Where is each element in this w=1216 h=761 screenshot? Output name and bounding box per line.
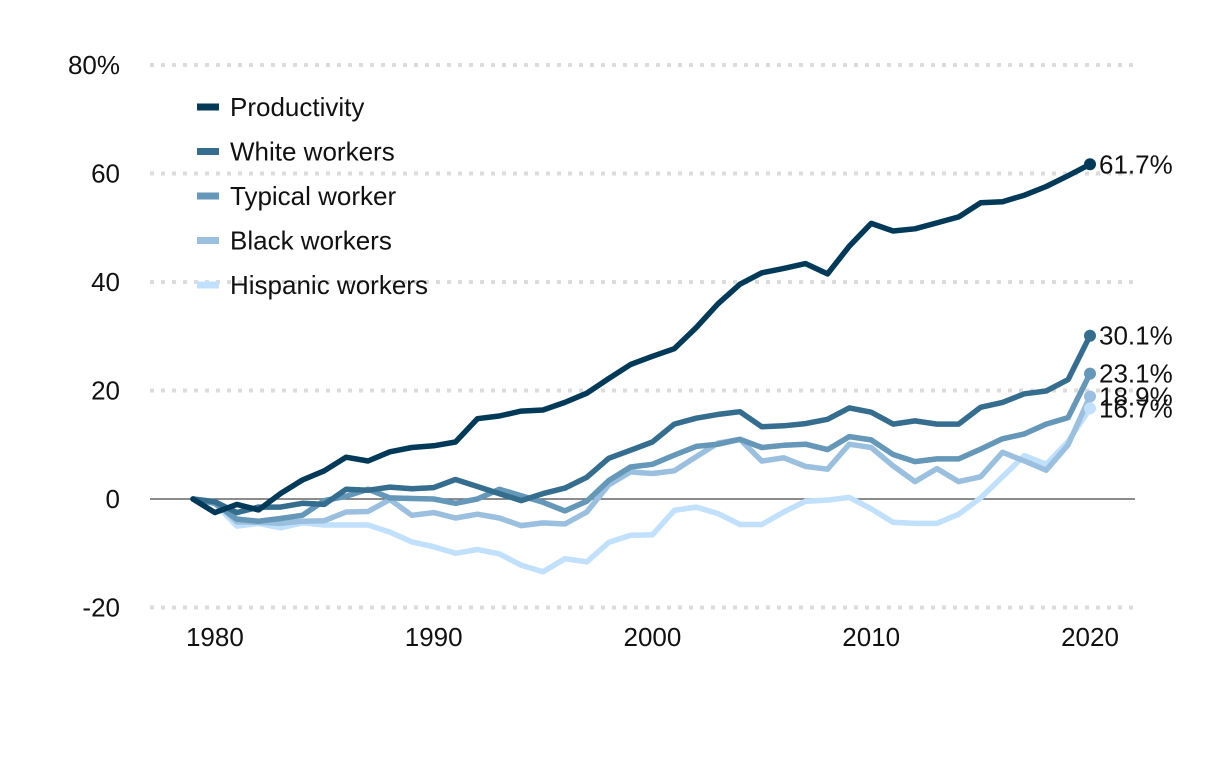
end-markers: 61.7% 30.1% 23.1%18.9%16.7% [1084,149,1173,423]
legend-label: Black workers [230,226,392,256]
series-lines [190,161,1093,575]
y-tick-label: -20 [82,593,120,623]
legend: Productivity White workers Typical worker B… [197,92,428,300]
y-tick-label: 80% [68,50,120,80]
end-value-label: 61.7% [1099,149,1173,179]
series-line-productivity [190,161,1093,516]
axes: -20 0 20 40 60 80% 1980 1990 2000 2010 2020 [68,50,1119,652]
end-value-label: 18.9% [1099,381,1173,411]
end-point-productivity [1084,158,1096,171]
end-point-hispanic-workers [1084,402,1096,415]
series-line-hispanic-workers [190,405,1093,575]
x-tick-label: 1980 [186,622,244,652]
end-point-typical-worker [1084,367,1096,380]
end-value-label: 30.1% [1099,321,1173,351]
legend-label: Productivity [230,92,364,122]
legend-label: Hispanic workers [230,270,428,300]
x-tick-label: 1990 [405,622,463,652]
end-value-label: 16.7% [1099,393,1173,423]
legend-label: Typical worker [230,181,396,211]
x-tick-label: 2010 [842,622,900,652]
y-tick-label: 60 [91,159,120,189]
end-point-black-workers [1084,390,1096,403]
x-tick-label: 2000 [624,622,682,652]
x-tick-label: 2020 [1061,622,1119,652]
end-point-white-workers [1084,329,1096,342]
y-tick-label: 0 [106,484,120,514]
series-line-black-workers [190,393,1093,529]
end-value-label: 23.1% [1099,359,1173,389]
y-tick-label: 40 [91,267,120,297]
series-line-typical-worker [190,370,1093,524]
gridlines [150,63,1135,610]
legend-label: White workers [230,137,395,167]
series-line-white-workers [190,332,1093,516]
y-tick-label: 20 [91,376,120,406]
